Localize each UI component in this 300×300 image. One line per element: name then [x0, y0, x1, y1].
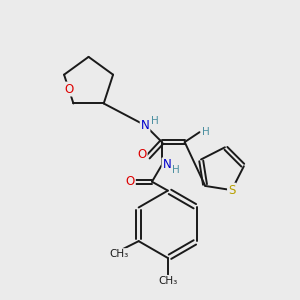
Text: S: S: [228, 184, 236, 196]
Text: N: N: [163, 158, 171, 171]
Text: CH₃: CH₃: [109, 249, 128, 259]
Text: H: H: [151, 116, 159, 126]
Text: N: N: [141, 119, 149, 132]
Text: O: O: [126, 175, 135, 188]
Text: CH₃: CH₃: [158, 276, 178, 286]
Text: H: H: [172, 165, 180, 175]
Text: O: O: [137, 148, 147, 161]
Text: H: H: [202, 127, 209, 137]
Text: O: O: [64, 82, 74, 96]
